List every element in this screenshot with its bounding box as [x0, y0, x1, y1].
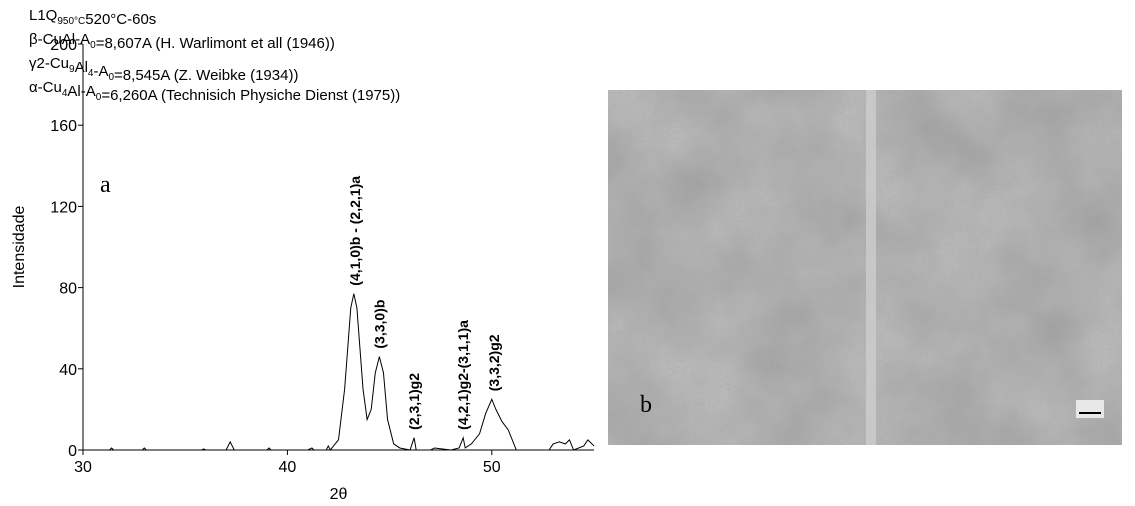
- header-text: β-CuAl-A: [29, 31, 90, 48]
- header-text: α-Cu: [29, 79, 62, 96]
- subscript: 0: [96, 92, 102, 103]
- y-tick-label: 40: [59, 362, 77, 379]
- data-line: [83, 293, 595, 451]
- y-tick-label: 0: [68, 443, 77, 460]
- subscript: 4: [62, 88, 68, 99]
- peak-annotation: (3,3,0)b: [371, 300, 387, 349]
- header-text: 520°C-60s: [85, 11, 156, 28]
- subscript: 950°C: [57, 16, 85, 27]
- header-text: =8,607A (H. Warlimont et all (1946)): [96, 35, 335, 52]
- header-text: =6,260A (Technisich Physiche Dienst (197…: [101, 87, 400, 104]
- x-tick-label: 40: [279, 459, 297, 476]
- peak-annotation: (4,2,1)g2-(3,1,1)a: [455, 320, 471, 430]
- header-text: -A: [93, 63, 108, 80]
- header-text: γ2-Cu: [29, 55, 69, 72]
- peak-annotation: (4,1,0)b - (2,2,1)a: [347, 176, 363, 286]
- y-axis-label: Intensidade: [11, 206, 28, 289]
- x-axis-label: 2θ: [330, 486, 348, 503]
- y-tick-label: 80: [59, 281, 77, 298]
- subscript: 0: [90, 40, 96, 51]
- subscript: 9: [69, 64, 75, 75]
- peak-annotation: (3,3,2)g2: [486, 334, 502, 391]
- subscript: 4: [88, 68, 94, 79]
- panel-label: a: [100, 172, 111, 198]
- scale-box: [1076, 400, 1104, 418]
- micrograph-grain: [608, 90, 1122, 445]
- header-line: γ2-Cu9Al4-A0=8,545A (Z. Weibke (1934)): [29, 55, 298, 84]
- header-text: L1Q: [29, 7, 57, 24]
- micrograph: b: [608, 90, 1122, 445]
- header-line: α-Cu4Al-A0=6,260A (Technisich Physiche D…: [29, 79, 400, 104]
- grain-boundary: [866, 90, 876, 445]
- x-tick-label: 30: [74, 459, 92, 476]
- y-tick-label: 160: [50, 118, 77, 135]
- panel-label: b: [640, 392, 652, 418]
- header-text: =8,545A (Z. Weibke (1934)): [114, 67, 298, 84]
- peak-annotation: (2,3,1)g2: [406, 373, 422, 430]
- header-text: Al: [75, 59, 88, 76]
- y-tick-label: 120: [50, 199, 77, 216]
- x-tick-label: 50: [483, 459, 501, 476]
- header-line: β-CuAl-A0=8,607A (H. Warlimont et all (1…: [29, 31, 335, 52]
- header-text: Al-A: [67, 83, 95, 100]
- header-line: L1Q950°C520°C-60s: [29, 7, 156, 28]
- y-tick-label: 200: [50, 37, 77, 54]
- subscript: 0: [108, 72, 114, 83]
